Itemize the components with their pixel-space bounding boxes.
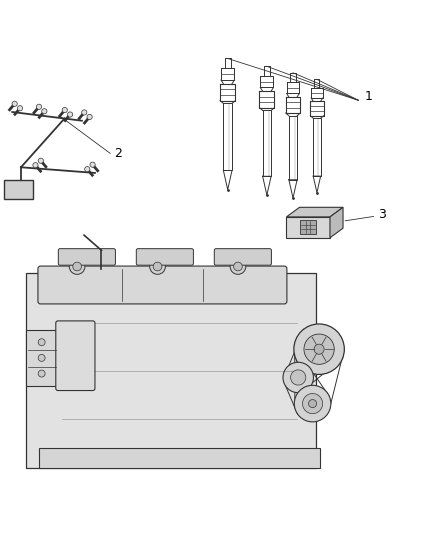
Circle shape [314,344,324,354]
Polygon shape [286,217,330,238]
Circle shape [304,334,334,365]
Circle shape [38,370,45,377]
FancyBboxPatch shape [300,220,316,235]
FancyBboxPatch shape [214,249,272,265]
Circle shape [153,262,162,271]
Polygon shape [330,207,343,238]
Text: 3: 3 [378,208,386,221]
Circle shape [294,324,344,375]
Circle shape [69,259,85,274]
Circle shape [36,104,42,109]
Circle shape [87,114,92,119]
Circle shape [81,110,87,115]
Circle shape [230,259,246,274]
FancyBboxPatch shape [26,330,57,386]
Circle shape [308,400,317,408]
Circle shape [294,385,331,422]
Circle shape [67,112,73,117]
Circle shape [85,166,90,172]
Circle shape [38,339,45,346]
Circle shape [90,162,95,167]
Text: 2: 2 [115,147,123,160]
Circle shape [33,163,38,168]
Polygon shape [286,207,343,217]
FancyBboxPatch shape [58,249,116,265]
FancyBboxPatch shape [136,249,194,265]
Circle shape [233,262,242,271]
Text: 1: 1 [365,90,373,103]
FancyBboxPatch shape [56,321,95,391]
FancyBboxPatch shape [39,448,321,468]
Circle shape [38,158,43,163]
Circle shape [283,362,314,393]
Circle shape [150,259,166,274]
Circle shape [42,109,47,114]
Circle shape [62,108,67,112]
Circle shape [73,262,81,271]
Circle shape [18,106,23,111]
Circle shape [290,370,306,385]
Circle shape [38,354,45,361]
FancyBboxPatch shape [26,273,317,469]
FancyBboxPatch shape [4,180,33,199]
Circle shape [303,393,323,414]
Circle shape [12,101,17,107]
FancyBboxPatch shape [38,266,287,304]
